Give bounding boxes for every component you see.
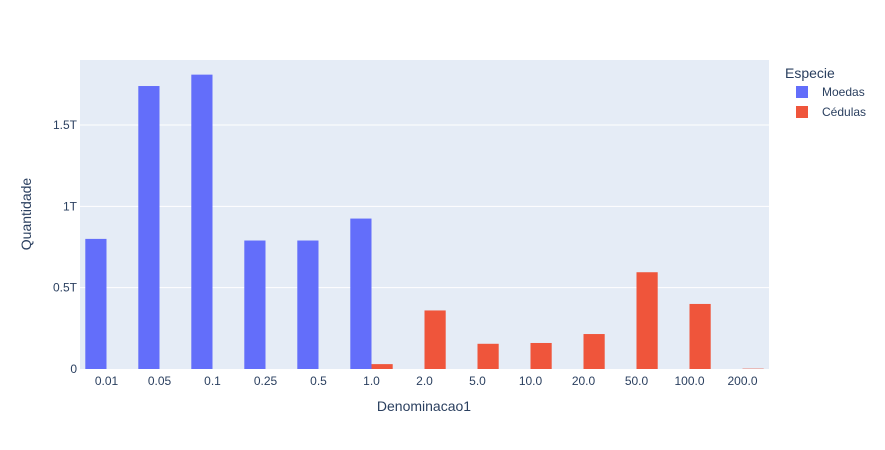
x-tick-label: 50.0 xyxy=(625,374,649,388)
bar-moedas-0.1[interactable] xyxy=(191,74,213,369)
legend-title: Especie xyxy=(785,65,835,81)
x-tick-label: 20.0 xyxy=(572,374,596,388)
bar-moedas-0.05[interactable] xyxy=(138,86,160,369)
y-axis-ticks: 0 0.5T 1T 1.5T xyxy=(53,118,78,376)
legend-swatch-moedas xyxy=(796,86,808,98)
y-tick-label: 1.5T xyxy=(53,118,78,132)
legend: Especie Moedas Cédulas xyxy=(785,65,866,119)
x-tick-label: 10.0 xyxy=(519,374,543,388)
x-axis-title: Denominacao1 xyxy=(377,398,471,414)
bar-cdulas-1.0[interactable] xyxy=(371,364,393,369)
y-tick-label: 1T xyxy=(63,199,78,213)
bar-cdulas-20.0[interactable] xyxy=(583,334,605,369)
y-axis-title: Quantidade xyxy=(18,178,34,251)
bar-cdulas-5.0[interactable] xyxy=(477,343,499,369)
x-tick-label: 100.0 xyxy=(674,374,704,388)
bar-moedas-0.5[interactable] xyxy=(297,240,319,369)
bar-moedas-0.01[interactable] xyxy=(85,238,107,369)
bar-moedas-1.0[interactable] xyxy=(350,218,372,369)
legend-swatch-cedulas xyxy=(796,106,808,118)
bar-cdulas-100.0[interactable] xyxy=(689,303,711,369)
bar-cdulas-10.0[interactable] xyxy=(530,342,552,369)
x-tick-label: 0.1 xyxy=(204,374,221,388)
y-tick-label: 0 xyxy=(70,362,77,376)
legend-item-cedulas[interactable]: Cédulas xyxy=(796,105,866,119)
x-tick-label: 2.0 xyxy=(416,374,433,388)
x-tick-label: 1.0 xyxy=(363,374,380,388)
y-tick-label: 0.5T xyxy=(53,281,78,295)
legend-label-moedas: Moedas xyxy=(822,85,865,99)
bar-cdulas-2.0[interactable] xyxy=(424,310,446,369)
x-tick-label: 0.5 xyxy=(310,374,327,388)
bars xyxy=(85,74,764,369)
legend-label-cedulas: Cédulas xyxy=(822,105,866,119)
bar-cdulas-50.0[interactable] xyxy=(636,272,658,369)
x-axis-ticks: 0.01 0.05 0.1 0.25 0.5 1.0 2.0 5.0 10.0 20.0 50.0 1… xyxy=(95,374,758,388)
bar-moedas-0.25[interactable] xyxy=(244,240,266,369)
x-tick-label: 0.01 xyxy=(95,374,119,388)
legend-item-moedas[interactable]: Moedas xyxy=(796,85,865,99)
x-tick-label: 0.05 xyxy=(148,374,172,388)
x-tick-label: 0.25 xyxy=(254,374,278,388)
x-tick-label: 200.0 xyxy=(727,374,757,388)
x-tick-label: 5.0 xyxy=(469,374,486,388)
